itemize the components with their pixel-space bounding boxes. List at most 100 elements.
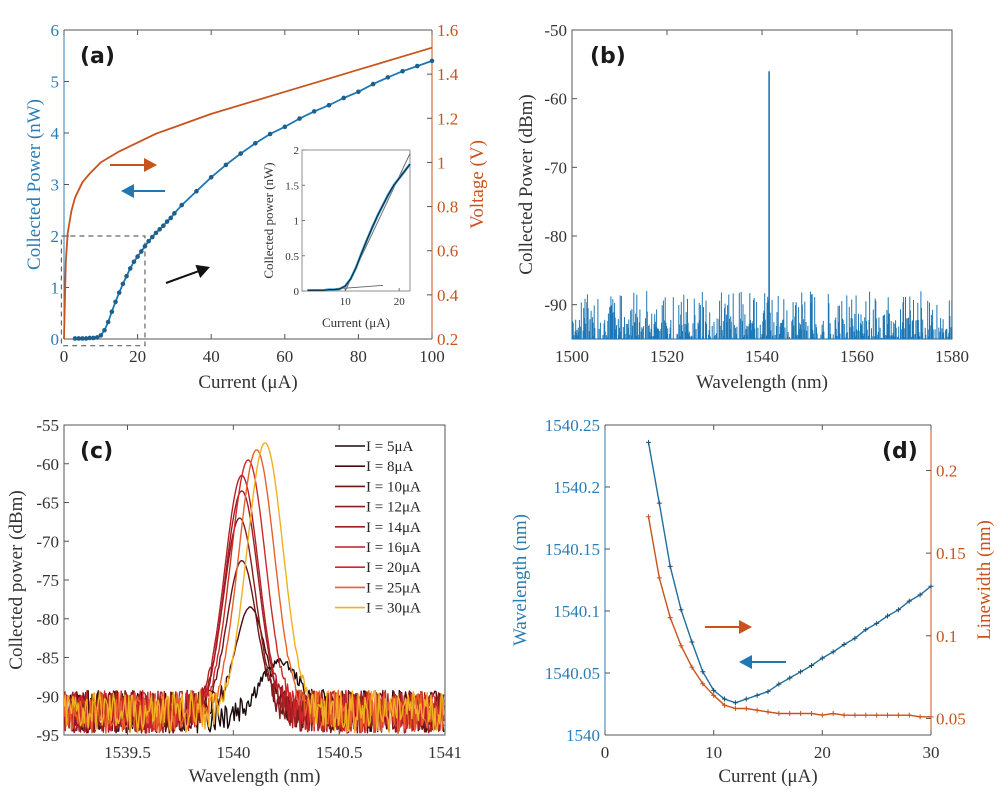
- power-marker: [179, 202, 185, 208]
- wavelength-marker: [841, 641, 847, 647]
- power-marker: [94, 335, 100, 340]
- inset-y-tick-label: 2: [294, 145, 300, 157]
- panel-b: 1500 1520 1540 1560 1580 -90 -80 -70 -60 -50 Wavel…: [516, 21, 969, 393]
- x-axis-title: Wavelength (nm): [696, 372, 828, 393]
- y-tick-label: 1540.2: [553, 478, 600, 497]
- y-tick-label: 0: [51, 330, 60, 349]
- y-tick-label: -60: [544, 90, 567, 109]
- y-tick-label: -95: [36, 726, 59, 745]
- power-marker: [168, 215, 174, 221]
- power-marker: [142, 244, 148, 249]
- linewidth-marker: [808, 711, 814, 717]
- y-tick-label-right: 1.2: [437, 109, 458, 128]
- y-tick-label: -80: [544, 227, 567, 246]
- power-marker: [150, 234, 155, 240]
- x-tick-label: 80: [350, 347, 367, 366]
- wavelength-marker: [645, 439, 651, 445]
- legend-label: I = 16μA: [366, 540, 421, 556]
- x-tick-label: 1539.5: [104, 743, 151, 762]
- power-marker: [414, 63, 420, 69]
- power-marker: [127, 266, 133, 271]
- y-tick-label: -80: [36, 610, 59, 629]
- power-marker: [208, 174, 214, 180]
- x-tick-label: 1540.5: [316, 743, 363, 762]
- panel-d: 0 10 20 30 1540 1540.05 1540.1 1540.15 1540.2 154…: [510, 416, 995, 787]
- inset-y-tick-label: 0: [294, 286, 300, 298]
- legend-label: I = 8μA: [366, 459, 413, 475]
- linewidth-marker: [667, 615, 673, 621]
- y-tick-label: 1540.15: [545, 540, 600, 559]
- power-marker: [194, 188, 199, 194]
- linewidth-marker: [798, 711, 804, 717]
- wavelength-axis-arrow: [739, 655, 786, 669]
- wavelength-marker: [667, 563, 673, 569]
- linewidth-marker: [928, 714, 934, 720]
- x-tick-label: 20: [814, 743, 831, 762]
- axes-frame: [571, 29, 953, 340]
- y-tick-label: -75: [36, 571, 59, 590]
- wavelength-marker: [874, 620, 880, 626]
- x-tick-label: 30: [923, 743, 940, 762]
- spectra: [64, 442, 445, 734]
- wavelength-marker: [852, 635, 858, 641]
- linewidth-marker: [754, 707, 760, 713]
- power-marker: [385, 75, 391, 80]
- linewidth-marker: [656, 575, 662, 581]
- y-tick-label-right: 0.2: [437, 330, 458, 349]
- y-tick-label: 3: [51, 176, 60, 195]
- linewidth-marker: [700, 681, 706, 687]
- linewidth-marker: [841, 712, 847, 718]
- linewidth-marker: [678, 643, 684, 649]
- linewidth-line: [647, 516, 931, 718]
- power-marker: [153, 230, 159, 236]
- x-tick-label: 100: [419, 347, 445, 366]
- x-tick-label: 1520: [650, 347, 684, 366]
- power-marker: [267, 131, 273, 137]
- noise-bars: [571, 291, 953, 339]
- power-marker: [135, 254, 140, 259]
- power-marker: [109, 309, 115, 315]
- x-axis-title: Current (μA): [198, 372, 297, 393]
- linewidth-marker: [645, 514, 651, 520]
- y-tick-label: -90: [544, 296, 567, 315]
- wavelength-marker: [732, 700, 738, 706]
- x-tick-label: 0: [601, 743, 610, 762]
- power-marker: [146, 238, 151, 244]
- y-tick-label: 1540.05: [545, 664, 600, 683]
- linewidth-marker: [906, 712, 912, 718]
- power-marker: [172, 211, 177, 216]
- y-axis-title-right: Voltage (V): [467, 140, 488, 229]
- power-marker: [91, 335, 96, 341]
- linewidth-marker: [863, 712, 869, 718]
- legend-label: I = 12μA: [366, 500, 421, 516]
- x-axis-title: Current (μA): [718, 766, 817, 787]
- y-tick-label-right: 0.05: [936, 709, 966, 728]
- y-axis-title-right: Linewidth (nm): [974, 520, 995, 640]
- linewidth-axis-arrow: [705, 620, 752, 634]
- wavelength-marker: [928, 583, 934, 589]
- power-marker: [80, 336, 85, 341]
- power-axis-arrow: [121, 184, 165, 198]
- wavelength-marker: [830, 649, 836, 655]
- wavelength-marker: [722, 696, 728, 702]
- x-tick-label: 1540: [745, 347, 779, 366]
- y-axis-title-left: Collected Power (nW): [24, 99, 45, 270]
- linewidth-marker: [732, 706, 738, 712]
- wavelength-marker: [678, 607, 684, 613]
- power-marker: [87, 335, 93, 341]
- linewidth-marker: [722, 702, 728, 708]
- x-tick-label: 10: [705, 743, 722, 762]
- panel-c: 1539.5 1540 1540.5 1541 -95 -90 -85 -80 -75 -70 -6…: [6, 416, 462, 787]
- y-axis-title: Collected Power (dBm): [516, 94, 537, 274]
- wavelength-marker: [711, 687, 717, 693]
- panel-label: (c): [80, 439, 113, 464]
- linewidth-marker: [711, 692, 717, 698]
- inset-zoom-arrow-head: [195, 264, 210, 279]
- wavelength-marker: [819, 655, 825, 661]
- power-marker: [83, 336, 89, 341]
- linewidth-marker: [895, 712, 901, 718]
- y-tick-label: 1540.25: [545, 416, 600, 435]
- y-tick-label: -55: [36, 416, 59, 435]
- inset-zoom-arrow: [165, 264, 210, 284]
